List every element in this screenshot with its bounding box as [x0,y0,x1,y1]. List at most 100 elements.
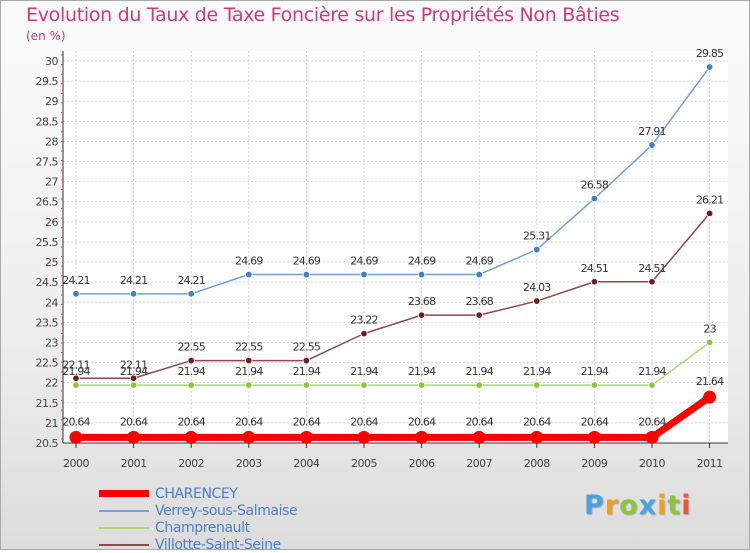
data-label: 21.94 [235,365,263,378]
data-point [648,381,656,389]
data-point [360,270,368,279]
data-point [187,356,195,365]
x-tick-label: 2006 [409,457,435,470]
data-label: 24.03 [523,281,551,294]
data-point [590,381,599,389]
y-tick-label: 21.5 [36,397,59,410]
data-label: 24.69 [235,255,263,268]
x-tick-label: 2003 [236,457,262,470]
legend-item: Verrey-sous-Salmaise [99,502,298,519]
data-label: 23.22 [350,314,378,327]
y-tick-label: 26.5 [36,196,59,209]
data-label: 21.94 [408,365,436,378]
data-label: 22.11 [120,358,148,371]
logo-letter: o [619,490,639,521]
data-point [645,430,659,444]
data-label: 24.69 [465,255,493,268]
legend-label: Champrenault [155,519,250,536]
data-point [475,311,483,319]
data-label: 20.64 [120,415,148,428]
y-unit-label: (en %) [26,29,66,43]
data-point [475,381,483,389]
data-point [417,381,426,389]
data-point [127,430,141,444]
y-tick-label: 23 [45,336,58,349]
data-label: 24.21 [177,274,205,287]
data-label: 24.51 [638,262,666,275]
data-label: 21.94 [523,365,551,378]
chart-title: Evolution du Taux de Taxe Foncière sur l… [26,4,620,26]
x-tick-label: 2000 [63,457,89,470]
data-point [648,141,656,149]
y-tick-label: 25.5 [36,236,59,249]
proxiti-logo: Proxiti [584,490,692,521]
data-label: 20.64 [581,415,609,428]
data-label: 20.64 [177,415,205,428]
data-label: 20.64 [465,415,493,428]
data-point [187,381,195,389]
y-tick-label: 22 [45,377,58,390]
data-label: 24.69 [408,255,436,268]
data-label: 24.21 [120,274,148,287]
x-tick-label: 2004 [293,457,319,470]
data-label: 22.55 [293,341,321,354]
data-point [705,209,714,218]
y-tick-label: 20.5 [36,437,59,450]
legend-label: CHARENCEY [155,485,238,502]
legend-item: Champrenault [99,519,297,536]
data-label: 24.51 [581,262,609,275]
data-label: 20.64 [523,415,551,428]
data-point [360,329,368,338]
data-label: 26.58 [581,179,609,192]
x-tick-label: 2007 [466,457,492,470]
data-point [245,356,253,365]
legend-swatch [99,526,149,529]
data-label: 22.11 [62,358,90,371]
data-label: 20.64 [638,415,666,428]
legend-swatch [99,509,149,512]
series-line-champrenault [75,341,711,386]
data-point [302,270,311,279]
data-point [72,290,80,298]
data-label: 23.68 [408,295,436,308]
data-label: 22.55 [177,341,205,354]
legend-label: Villotte-Saint-Seine [155,536,281,553]
legend-swatch [99,543,149,546]
data-label: 25.31 [523,230,551,243]
y-tick-label: 29.5 [36,75,59,88]
logo-letter: t [667,490,682,521]
data-point [242,430,256,444]
data-label: 23 [703,322,716,335]
data-point [472,430,486,444]
data-point [703,390,717,404]
legend-swatch [99,490,149,497]
logo-letter: P [584,490,605,521]
data-point [533,297,541,305]
plot-area [63,51,728,443]
data-point [705,63,714,71]
y-tick-label: 25 [45,256,58,269]
y-tick-label: 30 [45,55,58,68]
data-point [590,278,599,286]
data-point [184,430,198,444]
logo-letter: i [681,490,692,521]
data-point [187,290,195,298]
y-tick-label: 21 [45,417,58,430]
legend-label: Verrey-sous-Salmaise [155,502,298,519]
legend-item: Villotte-Saint-Seine [99,536,297,553]
data-point [533,245,541,254]
data-point [475,270,483,279]
data-label: 21.94 [177,365,205,378]
data-point [357,430,371,444]
data-point [360,381,368,389]
data-label: 24.69 [293,255,321,268]
data-point [705,338,714,347]
data-label: 29.85 [696,47,724,60]
data-label: 22.55 [235,341,263,354]
data-label: 20.64 [408,415,436,428]
data-label: 21.94 [465,365,493,378]
data-point [415,430,429,444]
logo-letter: i [657,490,668,521]
data-label: 20.64 [350,415,378,428]
data-point [302,381,311,389]
